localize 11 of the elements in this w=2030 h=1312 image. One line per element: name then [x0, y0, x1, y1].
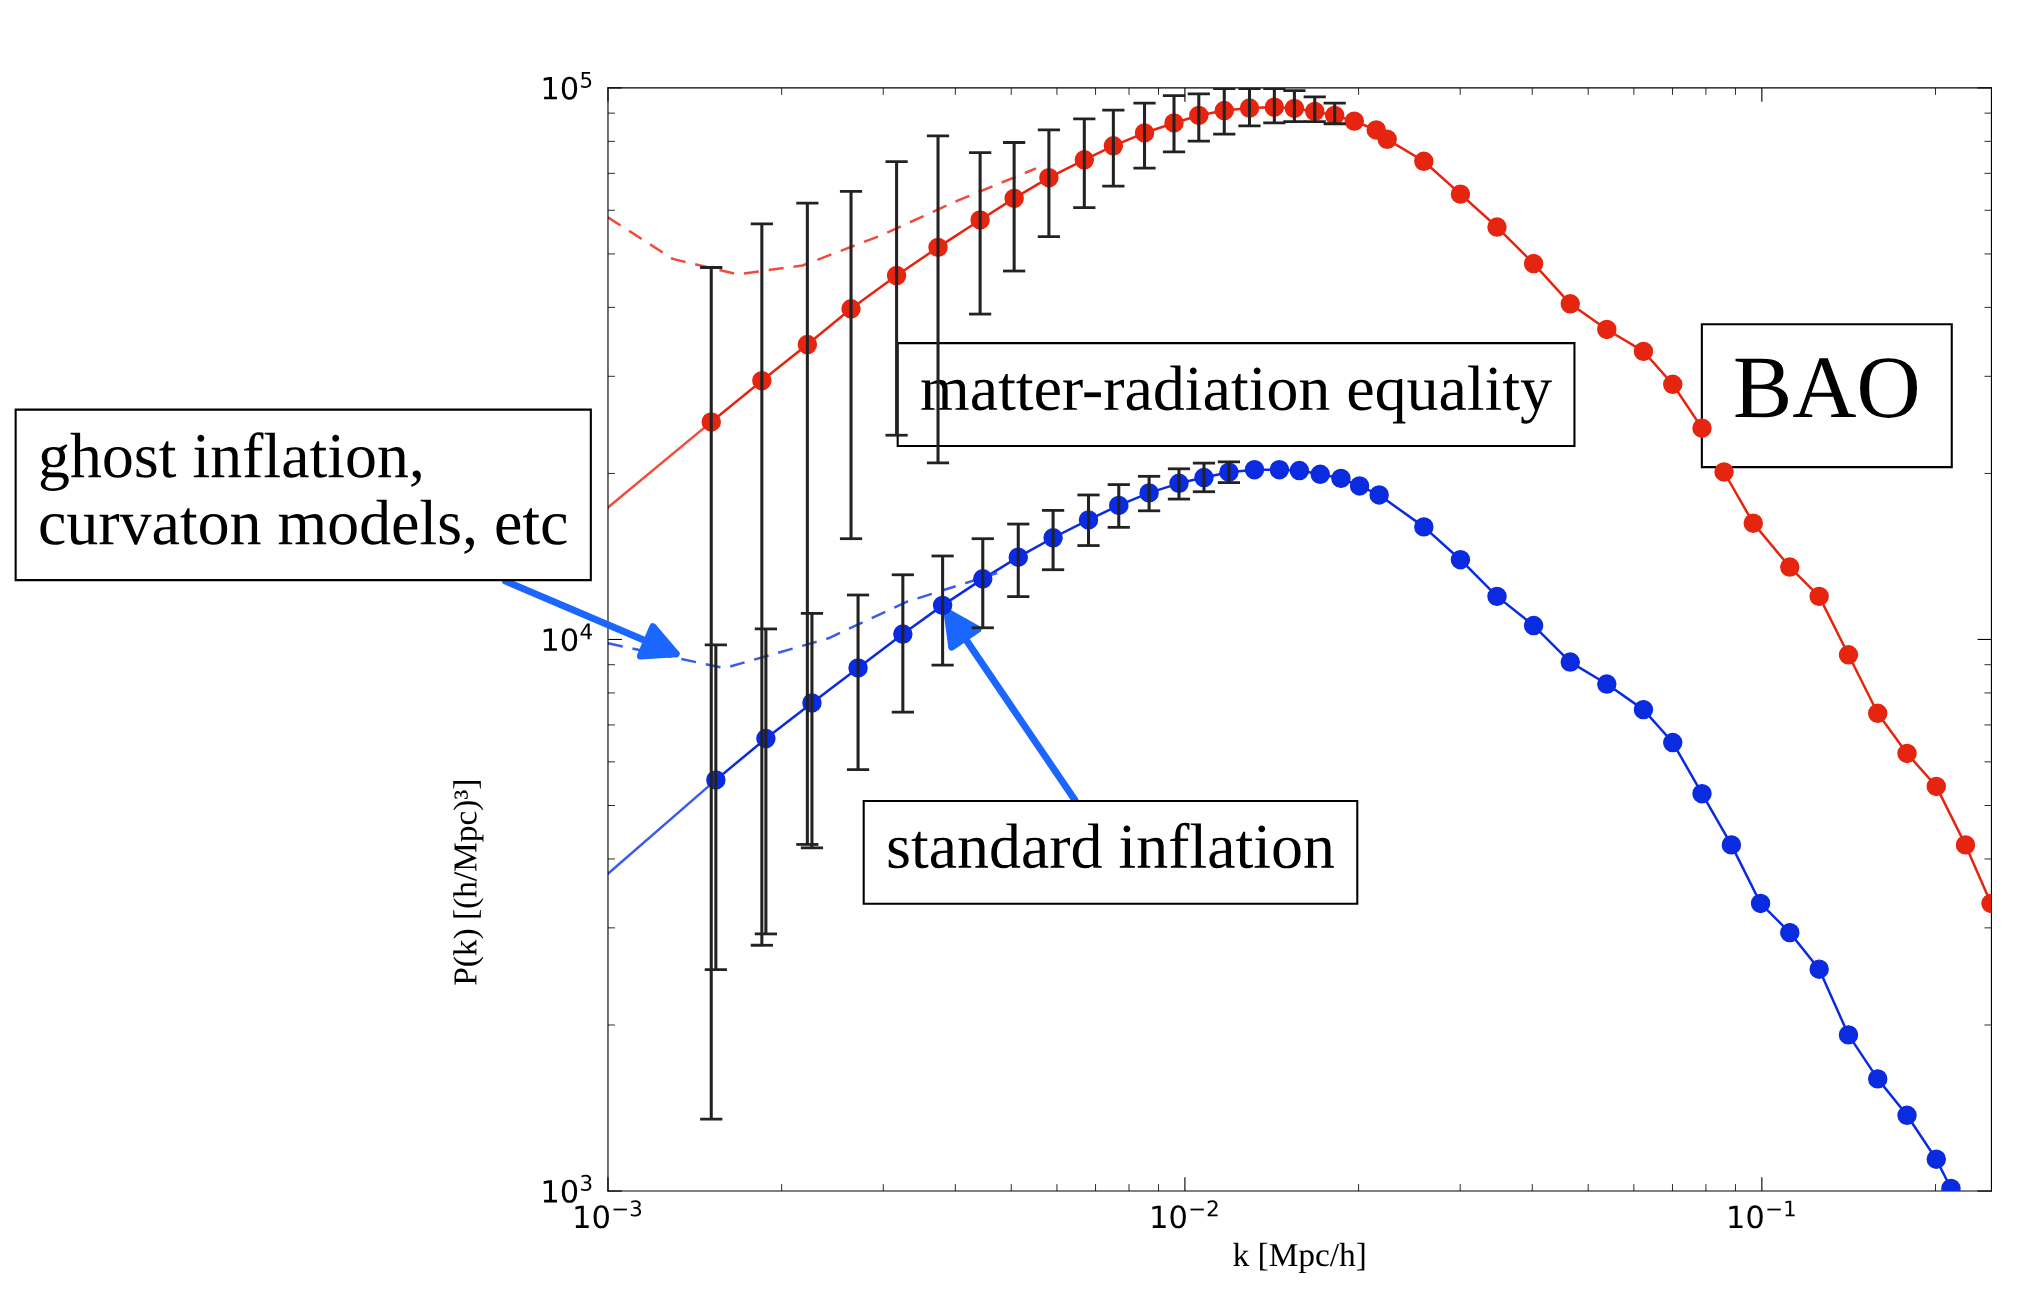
y-tick-label: 10$^{5}$ [543, 72, 592, 100]
x-tick-label: 10$^{−1}$ [1729, 1200, 1795, 1229]
y-tick-label: 10$^{3}$ [543, 1174, 592, 1203]
y-axis-title: P(k) [(h/Mpc)³] [453, 781, 484, 985]
annotation: ghost inflation, curvaton models, etc [40, 432, 567, 554]
x-tick-label: 10$^{−2}$ [1152, 1200, 1218, 1229]
x-axis-title: k [Mpc/h] [1233, 1242, 1365, 1274]
annotation: BAO [1735, 358, 1917, 418]
annotation: standard inflation [888, 822, 1334, 869]
x-tick-label: 10$^{−3}$ [575, 1200, 642, 1229]
y-tick-label: 10$^{4}$ [543, 623, 592, 652]
